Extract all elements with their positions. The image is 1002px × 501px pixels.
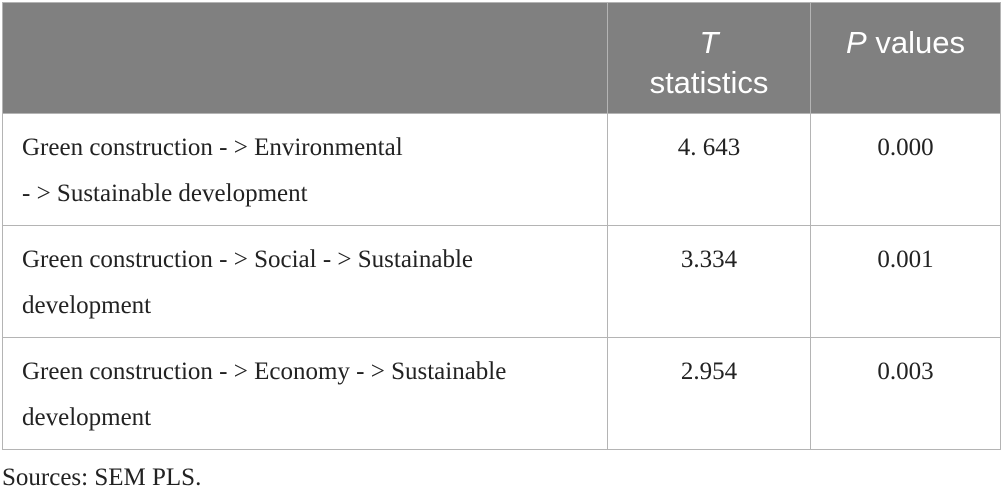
table-row: Green construction - > Economy - > Susta… bbox=[2, 337, 1001, 450]
path-line: Green construction - > Economy - > Susta… bbox=[22, 358, 507, 385]
table-row: Green construction - > Environmental - >… bbox=[2, 113, 1001, 226]
header-p-symbol: P bbox=[846, 25, 867, 60]
p-value-cell: 0.003 bbox=[810, 337, 1001, 450]
p-value-cell: 0.001 bbox=[810, 225, 1001, 338]
header-t-symbol: T bbox=[699, 25, 719, 60]
table-row: Green construction - > Social - > Sustai… bbox=[2, 225, 1001, 338]
header-path bbox=[2, 2, 608, 114]
path-line: Green construction - > Social - > Sustai… bbox=[22, 246, 474, 273]
header-p-values: P values bbox=[810, 2, 1001, 114]
results-table: T statistics P values Green construction… bbox=[2, 2, 1001, 450]
header-t-statistics: T statistics bbox=[607, 2, 811, 114]
t-statistic-cell: 4. 643 bbox=[607, 113, 811, 226]
path-line: - > Sustainable development bbox=[22, 180, 308, 207]
path-cell: Green construction - > Economy - > Susta… bbox=[2, 337, 608, 450]
path-line: Green construction - > Environmental bbox=[22, 134, 403, 161]
path-line: development bbox=[22, 404, 152, 431]
t-statistic-cell: 3.334 bbox=[607, 225, 811, 338]
path-cell: Green construction - > Environmental - >… bbox=[2, 113, 608, 226]
t-statistic-cell: 2.954 bbox=[607, 337, 811, 450]
path-cell: Green construction - > Social - > Sustai… bbox=[2, 225, 608, 338]
p-value-cell: 0.000 bbox=[810, 113, 1001, 226]
path-line: development bbox=[22, 292, 152, 319]
table-source-note: Sources: SEM PLS. bbox=[2, 464, 202, 491]
header-t-label: statistics bbox=[649, 65, 769, 100]
header-row: T statistics P values bbox=[2, 2, 1001, 114]
header-p-label: values bbox=[866, 25, 965, 60]
